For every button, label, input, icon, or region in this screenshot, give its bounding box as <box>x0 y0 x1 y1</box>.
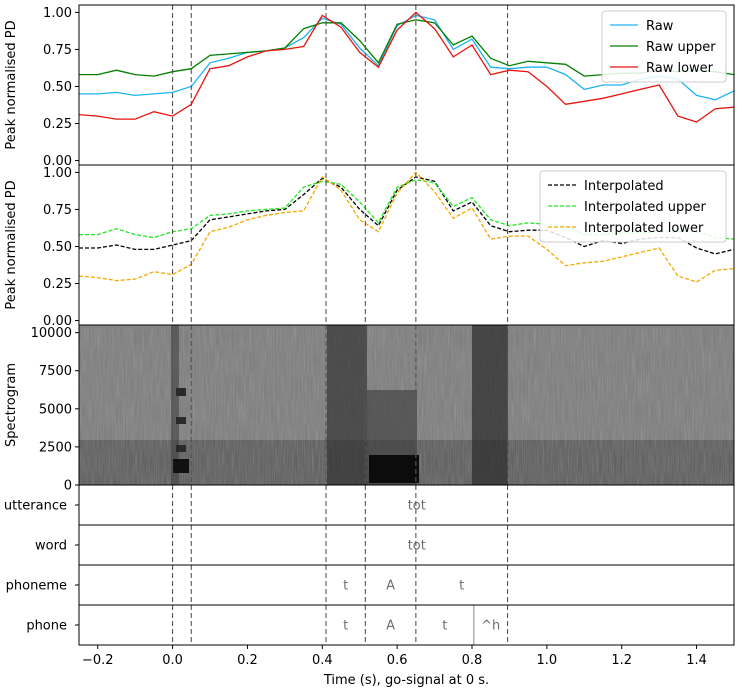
panel-frame-4 <box>78 524 735 566</box>
y-tick-label-0-0: 0.00 <box>43 154 72 169</box>
tier-interval-phone-0: t <box>343 619 348 634</box>
x-tick-label-4: 0.6 <box>387 653 408 668</box>
spectrogram-burst-onset <box>171 325 179 485</box>
spec-y-tick-label-3: 7500 <box>39 364 72 379</box>
spec-y-tick-label-4: 10000 <box>31 326 72 341</box>
legends: Raw Raw upper Raw lower Interpolated Interpo… <box>539 10 727 243</box>
series-line-1-2 <box>79 171 734 283</box>
x-tick-label-3: 0.4 <box>312 653 333 668</box>
panel-frame-5 <box>78 564 735 606</box>
series-line-0-2 <box>79 11 734 123</box>
y-tick-label-1-1: 0.25 <box>43 277 72 292</box>
x-tick-label-2: 0.2 <box>237 653 258 668</box>
y-tick-label-1-0: 0.00 <box>43 314 72 329</box>
legend-label-0-2: Raw lower <box>646 61 714 76</box>
tier-interval-phoneme-1: A <box>386 579 395 594</box>
y-axis-label-1: Peak normalised PD <box>4 180 19 309</box>
y-tick-label-0-2: 0.50 <box>43 80 72 95</box>
tier-label-word: word <box>35 539 67 554</box>
panel-frames <box>78 4 735 646</box>
x-axis-label: Time (s), go-signal at 0 s. <box>323 673 489 688</box>
tier-interval-phone-3: ^h <box>481 619 500 634</box>
x-tick-label-8: 1.4 <box>686 653 707 668</box>
x-tick-label-0: −0.2 <box>82 653 114 668</box>
legend-label-1-2: Interpolated lower <box>584 221 704 236</box>
legend-label-1-1: Interpolated upper <box>584 200 707 215</box>
panel-frame-3 <box>78 484 735 526</box>
tier-interval-phoneme-0: t <box>343 579 348 594</box>
legend-box-1 <box>539 170 727 243</box>
y-tick-label-0-4: 1.00 <box>43 6 72 21</box>
tier-interval-phoneme-2: t <box>459 579 464 594</box>
spectrogram-release-2 <box>472 325 508 485</box>
spectrogram-formant-1 <box>173 459 189 473</box>
x-tick-label-5: 0.8 <box>462 653 483 668</box>
y-tick-label-1-3: 0.75 <box>43 203 72 218</box>
y-tick-label-1-2: 0.50 <box>43 240 72 255</box>
x-tick-label-1: 0.0 <box>162 653 183 668</box>
spec-y-tick-label-1: 2500 <box>39 440 72 455</box>
tier-label-phone: phone <box>26 619 67 634</box>
spectrogram-formant-3 <box>176 417 186 424</box>
y-tick-label-0-3: 0.75 <box>43 43 72 58</box>
legend-box-0 <box>601 10 727 83</box>
y-tick-label-1-4: 1.00 <box>43 166 72 181</box>
spec-y-tick-label-0: 0 <box>64 479 72 494</box>
legend-label-1-0: Interpolated <box>584 179 664 194</box>
tier-label-utterance: utterance <box>4 499 67 514</box>
spectrogram-formant-4 <box>176 445 186 452</box>
y-axis-label-0: Peak normalised PD <box>4 20 19 149</box>
spectrogram-formant-2 <box>176 388 186 396</box>
spectrogram-panel <box>79 325 734 485</box>
legend-label-0-0: Raw <box>646 19 674 34</box>
x-tick-label-6: 1.0 <box>537 653 558 668</box>
tier-interval-utterance-0: tot <box>408 499 426 514</box>
y-tick-label-0-1: 0.25 <box>43 117 72 132</box>
spec-y-axis-label: Spectrogram <box>4 363 19 447</box>
spectrogram-vowel-energy <box>369 455 419 483</box>
legend-label-0-1: Raw upper <box>646 40 716 55</box>
tier-interval-phone-2: t <box>442 619 447 634</box>
tier-label-phoneme: phoneme <box>6 579 67 594</box>
tier-interval-word-0: tot <box>408 539 426 554</box>
spec-y-tick-label-2: 5000 <box>39 402 72 417</box>
spectrogram-release-1 <box>327 325 367 485</box>
x-tick-label-7: 1.2 <box>611 653 632 668</box>
panel-frame-6 <box>78 604 735 646</box>
tier-interval-phone-1: A <box>386 619 395 634</box>
